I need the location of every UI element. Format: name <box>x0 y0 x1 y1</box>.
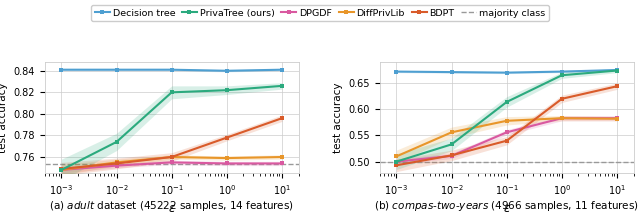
Line: BDPT: BDPT <box>59 116 284 171</box>
DPGDF <box>613 117 621 119</box>
Y-axis label: test accuracy: test accuracy <box>0 82 8 153</box>
Decision tree <box>448 71 456 73</box>
DiffPrivLib <box>613 117 621 120</box>
Text: (b) $\mathit{compas}$-$\mathit{two}$-$\mathit{years}$ (4966 samples, 11 features: (b) $\mathit{compas}$-$\mathit{two}$-$\m… <box>374 199 639 213</box>
DPGDF <box>392 160 400 163</box>
Text: (a) $\mathit{adult}$ dataset (45222 samples, 14 features): (a) $\mathit{adult}$ dataset (45222 samp… <box>49 199 294 213</box>
majority class <box>223 163 230 165</box>
Line: Decision tree: Decision tree <box>394 67 620 75</box>
DiffPrivLib <box>278 156 286 158</box>
DPGDF <box>58 168 65 171</box>
PrivaTree (ours) <box>613 69 621 72</box>
X-axis label: $\varepsilon$: $\varepsilon$ <box>168 202 175 215</box>
DPGDF <box>223 162 230 165</box>
BDPT <box>558 97 566 100</box>
Line: PrivaTree (ours): PrivaTree (ours) <box>59 83 284 172</box>
PrivaTree (ours) <box>392 160 400 163</box>
BDPT <box>503 139 511 142</box>
Decision tree <box>392 70 400 73</box>
DPGDF <box>448 155 456 157</box>
Line: BDPT: BDPT <box>394 84 620 168</box>
Line: Decision tree: Decision tree <box>59 67 284 73</box>
DiffPrivLib <box>558 117 566 119</box>
DiffPrivLib <box>392 155 400 158</box>
DiffPrivLib <box>58 168 65 171</box>
DiffPrivLib <box>503 119 511 122</box>
Decision tree <box>58 68 65 71</box>
Decision tree <box>223 69 230 72</box>
PrivaTree (ours) <box>58 168 65 171</box>
BDPT <box>613 85 621 87</box>
DPGDF <box>168 161 175 164</box>
PrivaTree (ours) <box>278 85 286 87</box>
PrivaTree (ours) <box>558 74 566 77</box>
DPGDF <box>503 131 511 134</box>
DPGDF <box>113 164 120 167</box>
DiffPrivLib <box>113 161 120 164</box>
Decision tree <box>278 68 286 71</box>
PrivaTree (ours) <box>223 89 230 91</box>
PrivaTree (ours) <box>448 143 456 146</box>
BDPT <box>113 162 120 165</box>
Decision tree <box>613 69 621 71</box>
Legend: Decision tree, PrivaTree (ours), DPGDF, DiffPrivLib, BDPT, majority class: Decision tree, PrivaTree (ours), DPGDF, … <box>91 5 549 21</box>
BDPT <box>168 156 175 158</box>
Line: PrivaTree (ours): PrivaTree (ours) <box>394 68 620 164</box>
DiffPrivLib <box>223 157 230 159</box>
X-axis label: $\varepsilon$: $\varepsilon$ <box>503 202 511 215</box>
Line: DiffPrivLib: DiffPrivLib <box>59 155 284 172</box>
PrivaTree (ours) <box>168 91 175 94</box>
BDPT <box>278 117 286 119</box>
BDPT <box>392 164 400 167</box>
Line: DiffPrivLib: DiffPrivLib <box>394 116 620 159</box>
PrivaTree (ours) <box>503 101 511 103</box>
majority class <box>558 160 566 163</box>
Decision tree <box>503 71 511 74</box>
Decision tree <box>558 70 566 73</box>
Line: DPGDF: DPGDF <box>394 116 620 164</box>
Decision tree <box>113 68 120 71</box>
BDPT <box>448 154 456 157</box>
Line: DPGDF: DPGDF <box>59 160 284 172</box>
BDPT <box>223 136 230 139</box>
DiffPrivLib <box>168 156 175 158</box>
DPGDF <box>558 117 566 119</box>
Y-axis label: test accuracy: test accuracy <box>333 82 343 153</box>
Decision tree <box>168 68 175 71</box>
DiffPrivLib <box>448 131 456 134</box>
BDPT <box>58 168 65 170</box>
DPGDF <box>278 162 286 165</box>
PrivaTree (ours) <box>113 141 120 143</box>
